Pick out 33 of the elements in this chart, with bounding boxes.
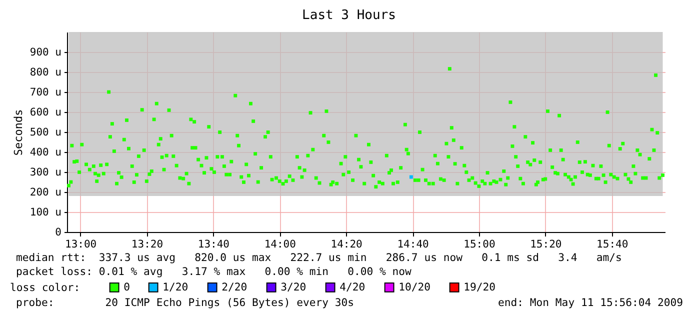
y-tick-label: 800 u — [30, 66, 62, 78]
chart-title: Last 3 Hours — [302, 8, 396, 23]
y-tick-label: 500 u — [30, 126, 62, 138]
legend-label: 10/20 — [398, 281, 430, 294]
x-tick-label: 14:20 — [330, 238, 362, 250]
legend-label: 1/20 — [162, 281, 188, 294]
x-tick-label: 15:20 — [530, 238, 562, 250]
legend-label: 19/20 — [464, 281, 496, 294]
x-tick-label: 13:00 — [64, 238, 97, 250]
legend-label: 0 — [124, 281, 130, 294]
x-tick-label: 14:00 — [264, 238, 296, 250]
y-tick-label: 900 u — [30, 46, 62, 58]
y-tick-label: 0 — [55, 226, 62, 238]
x-tick-label: 15:40 — [596, 238, 628, 250]
y-axis-title: Seconds — [12, 109, 25, 156]
legend-label: 4/20 — [340, 281, 366, 294]
x-tick-label: 13:40 — [198, 238, 230, 250]
text: end: Mon May 11 15:56:04 2009 — [498, 297, 683, 310]
text: packet loss: 0.01 % avg 3.17 % max 0.00 % min 0.00 % now — [16, 266, 412, 279]
y-tick-label: 200 u — [30, 186, 62, 198]
legend-title: loss color: — [10, 282, 80, 294]
legend-label: 3/20 — [280, 281, 306, 294]
text: median rtt: 337.3 us avg 820.0 us max 222.7 us min 286.7 us now 0.1 ms sd 3.4 am/s — [16, 252, 622, 265]
legend-label: 2/20 — [222, 281, 248, 294]
x-tick-label: 13:20 — [131, 238, 164, 250]
text: probe: 20 ICMP Echo Pings (56 Bytes) every 30s — [16, 297, 354, 310]
x-tick-label: 14:40 — [397, 238, 429, 250]
x-tick-label: 15:00 — [464, 238, 496, 250]
y-tick-label: 400 u — [30, 146, 62, 158]
y-tick-label: 100 u — [30, 206, 62, 218]
y-tick-label: 300 u — [30, 166, 62, 178]
y-tick-label: 700 u — [30, 86, 62, 98]
y-tick-label: 600 u — [30, 106, 62, 118]
